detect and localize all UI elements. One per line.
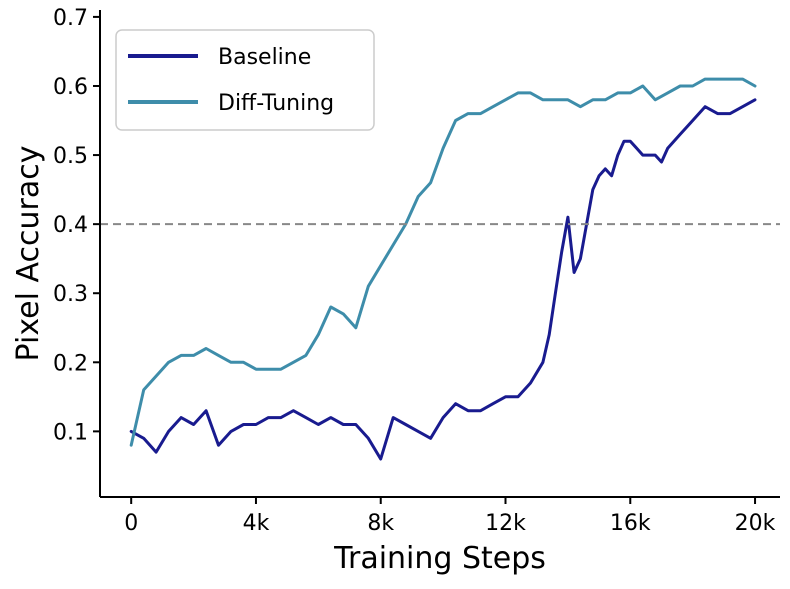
x-axis-label: Training Steps [333, 541, 546, 576]
ticks: 0 4k 8k 12k 16k 20k 0.1 0.2 0.3 0.4 0.5 0.6 0.7 [53, 6, 776, 536]
x-tick-label: 4k [243, 511, 270, 536]
y-tick-label: 0.7 [53, 6, 88, 31]
legend: Baseline Diff-Tuning [115, 29, 375, 131]
series-line-1 [129, 98, 757, 461]
x-tick-label: 0 [124, 511, 138, 536]
y-tick-label: 0.5 [53, 144, 88, 169]
axes [99, 10, 780, 498]
legend-label: Baseline [218, 45, 311, 70]
legend-label: Diff-Tuning [218, 91, 334, 116]
x-tick-label: 20k [735, 511, 776, 536]
series-line-2 [129, 77, 757, 447]
plot-lines [129, 77, 757, 461]
y-tick-label: 0.6 [53, 75, 88, 100]
y-tick-label: 0.3 [53, 282, 88, 307]
x-tick-label: 8k [367, 511, 394, 536]
x-tick-label: 12k [485, 511, 526, 536]
y-tick-label: 0.4 [53, 213, 88, 238]
y-tick-label: 0.2 [53, 351, 88, 376]
x-tick-label: 16k [610, 511, 651, 536]
y-tick-label: 0.1 [53, 420, 88, 445]
y-axis-label: Pixel Accuracy [11, 146, 46, 362]
